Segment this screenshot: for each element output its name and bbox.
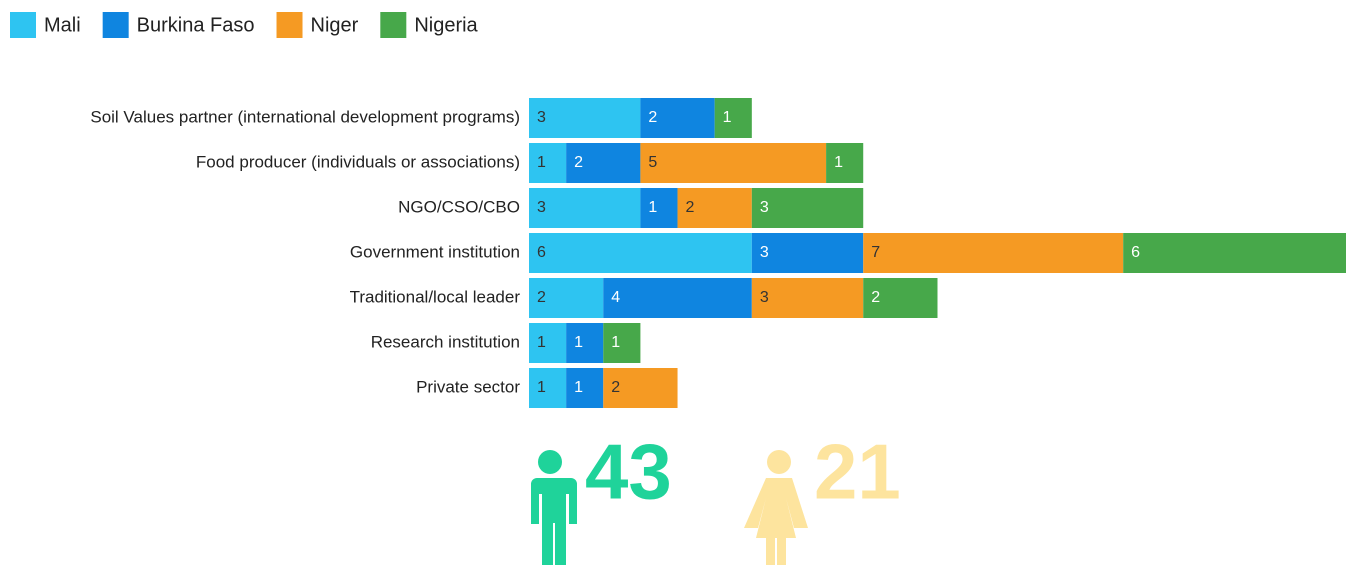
value-label: 2 <box>871 289 880 306</box>
bar-segment <box>714 98 752 138</box>
category-label: NGO/CSO/CBO <box>398 197 520 216</box>
category-label: Private sector <box>416 377 520 396</box>
bar-segment <box>566 368 604 408</box>
legend-label: Niger <box>311 14 359 36</box>
bar-segment <box>677 188 752 228</box>
value-label: 1 <box>723 109 732 126</box>
value-label: 1 <box>537 379 546 396</box>
category-label: Soil Values partner (international devel… <box>90 107 520 126</box>
icon-head <box>767 450 791 474</box>
bar-segment <box>640 188 678 228</box>
bar-segment <box>566 323 604 363</box>
value-label: 1 <box>574 334 583 351</box>
person-icon <box>529 450 577 565</box>
value-label: 3 <box>537 199 546 216</box>
stat-number: 43 <box>585 428 672 516</box>
value-label: 3 <box>537 109 546 126</box>
bar-segment <box>529 98 641 138</box>
bar-segment <box>1123 233 1346 273</box>
bar-segment <box>603 278 752 318</box>
person-icon <box>744 450 808 565</box>
bar-segment <box>640 143 827 183</box>
bar-segment <box>863 233 1124 273</box>
value-label: 1 <box>574 379 583 396</box>
bar-segment <box>529 188 641 228</box>
value-label: 5 <box>648 154 657 171</box>
legend-swatch <box>276 12 303 38</box>
value-label: 7 <box>871 244 880 261</box>
value-label: 1 <box>537 334 546 351</box>
bar-segment <box>529 143 567 183</box>
value-label: 4 <box>611 289 620 306</box>
category-label: Food producer (individuals or associatio… <box>196 152 520 171</box>
stat-number: 21 <box>814 428 901 516</box>
bar-segment <box>640 98 715 138</box>
value-label: 3 <box>760 244 769 261</box>
legend-swatch <box>10 12 36 38</box>
bar-segment <box>751 233 864 273</box>
value-label: 1 <box>648 199 657 216</box>
bar-segment <box>603 323 641 363</box>
icon-body <box>529 478 577 565</box>
legend-label: Nigeria <box>414 14 478 36</box>
value-label: 2 <box>611 379 620 396</box>
legend-label: Burkina Faso <box>137 14 255 36</box>
legend-swatch <box>102 12 129 38</box>
value-label: 2 <box>537 289 546 306</box>
bar-segment <box>863 278 938 318</box>
icon-head <box>538 450 562 474</box>
category-label: Traditional/local leader <box>350 287 521 306</box>
bar-segment <box>603 368 678 408</box>
value-label: 2 <box>648 109 657 126</box>
value-label: 1 <box>537 154 546 171</box>
icon-body <box>744 478 808 565</box>
legend-swatch <box>380 12 407 38</box>
bar-segment <box>529 233 752 273</box>
value-label: 1 <box>834 154 843 171</box>
value-label: 2 <box>574 154 583 171</box>
value-label: 6 <box>1131 244 1140 261</box>
value-label: 6 <box>537 244 546 261</box>
category-label: Government institution <box>350 242 520 261</box>
value-label: 3 <box>760 199 769 216</box>
bar-segment <box>751 188 864 228</box>
bar-segment <box>826 143 864 183</box>
value-label: 1 <box>611 334 620 351</box>
bar-segment <box>751 278 864 318</box>
bar-segment <box>566 143 641 183</box>
legend-label: Mali <box>44 14 81 36</box>
bar-segment <box>529 368 567 408</box>
bar-segment <box>529 278 604 318</box>
bar-segment <box>529 323 567 363</box>
value-label: 2 <box>686 199 695 216</box>
category-label: Research institution <box>371 332 520 351</box>
value-label: 3 <box>760 289 769 306</box>
